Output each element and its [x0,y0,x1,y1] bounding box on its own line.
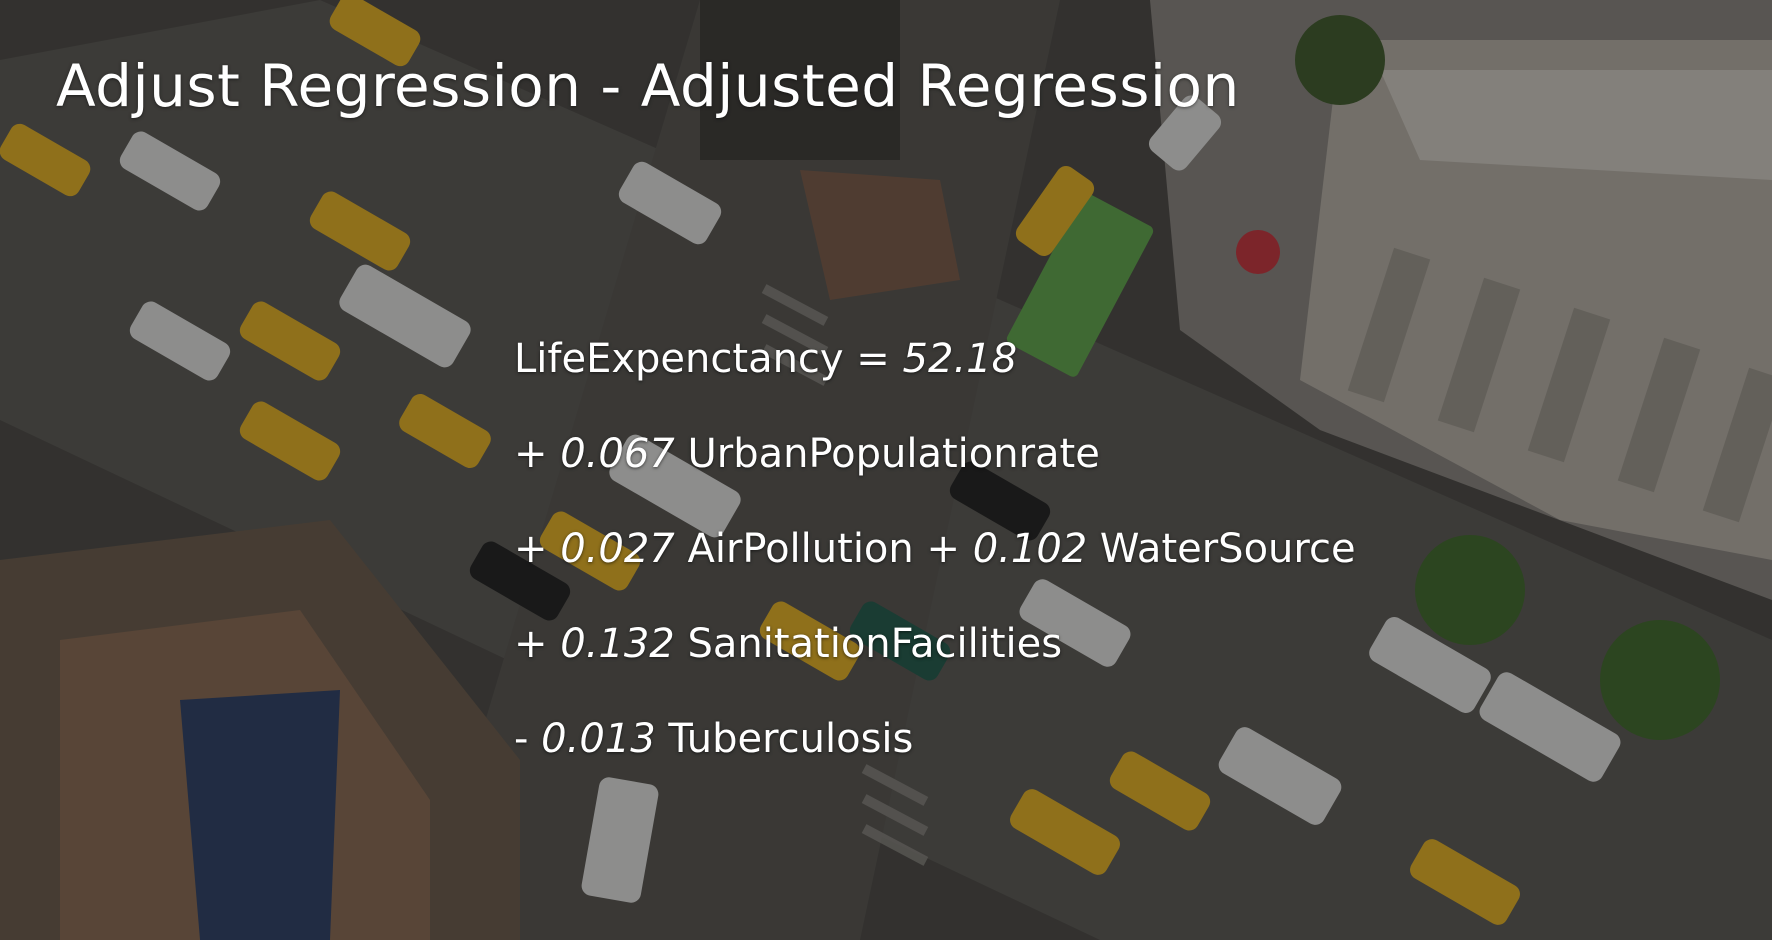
equation-line: + 0.132 SanitationFacilities [514,597,1356,692]
equation-term: LifeExpenctancy = [514,336,903,382]
equation-term: - [514,716,542,762]
equation-term: + [514,621,561,667]
equation-line: + 0.067 UrbanPopulationrate [514,407,1356,502]
equation-coefficient: 0.013 [541,716,656,762]
equation-term: AirPollution + [674,526,973,572]
slide-title: Adjust Regression - Adjusted Regression [56,52,1240,120]
equation-term: WaterSource [1087,526,1356,572]
equation-line: + 0.027 AirPollution + 0.102 WaterSource [514,502,1356,597]
equation-term: + [514,526,561,572]
equation-term: UrbanPopulationrate [674,431,1100,477]
equation-term: Tuberculosis [655,716,914,762]
equation-term: + [514,431,561,477]
regression-equation: LifeExpenctancy = 52.18 + 0.067 UrbanPopu… [514,312,1356,787]
equation-coefficient: 0.027 [560,526,675,572]
equation-line: LifeExpenctancy = 52.18 [514,312,1356,407]
equation-coefficient: 0.102 [972,526,1088,572]
equation-coefficient: 0.132 [560,621,675,667]
equation-coefficient: 0.067 [560,431,675,477]
equation-term: SanitationFacilities [674,621,1063,667]
equation-coefficient: 52.18 [902,336,1018,382]
equation-line: - 0.013 Tuberculosis [514,692,1356,787]
